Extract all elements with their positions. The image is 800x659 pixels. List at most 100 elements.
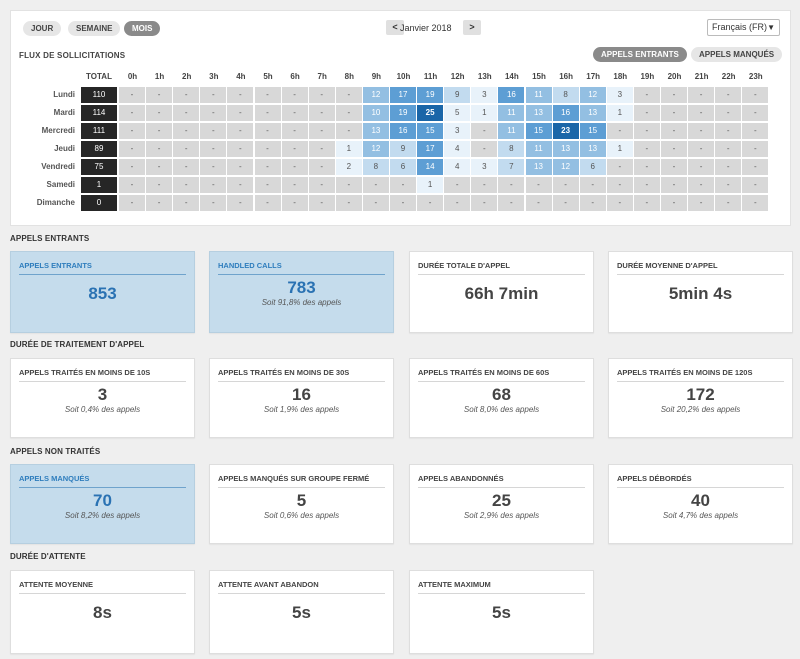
stat-card-title: APPELS TRAITÉS EN MOINS DE 60S — [418, 368, 585, 382]
heatmap-cell: 12 — [362, 87, 389, 103]
stat-card-title: ATTENTE AVANT ABANDON — [218, 580, 385, 594]
heatmap-cell: - — [742, 159, 769, 175]
hour-label: 17h — [586, 72, 601, 81]
toggle-appels-manques[interactable]: APPELS MANQUÉS — [691, 47, 783, 62]
hour-label: 19h — [640, 72, 655, 81]
heatmap-cell: - — [308, 87, 335, 103]
stat-card: APPELS TRAITÉS EN MOINS DE 30S 16 Soit 1,9… — [209, 358, 394, 438]
heatmap-cell: 8 — [552, 87, 579, 103]
stat-card: APPELS MANQUÉS SUR GROUPE FERMÉ 5 Soit 0,6… — [209, 464, 394, 544]
heatmap-cell: 12 — [552, 159, 579, 175]
hour-label: 4h — [236, 72, 246, 81]
heatmap-cell: - — [498, 177, 525, 193]
heatmap-cell: 13 — [362, 123, 389, 139]
heatmap-cell: - — [661, 177, 687, 193]
heatmap-cell: - — [661, 105, 687, 121]
heatmap-cell: - — [254, 87, 281, 103]
stat-card-value: 68 — [492, 385, 511, 404]
heatmap-cell: - — [146, 177, 173, 193]
stat-card-value: 5 — [296, 491, 307, 510]
stat-card-subtitle: Soit 4,7% des appels — [662, 511, 739, 520]
heatmap-cell: 11 — [498, 105, 525, 121]
tab-semaine[interactable]: SEMAINE — [68, 21, 121, 36]
stat-card: APPELS DÉBORDÉS 40 Soit 4,7% des appels — [608, 464, 793, 544]
stat-card: APPELS MANQUÉS 70 Soit 8,2% des appels — [10, 464, 195, 544]
stat-card-title: APPELS DÉBORDÉS — [617, 474, 784, 488]
heatmap-cell: - — [173, 141, 200, 157]
stat-card-value: 5s — [492, 603, 511, 622]
stat-card-title: APPELS TRAITÉS EN MOINS DE 10S — [19, 368, 186, 382]
hour-label: 2h — [182, 72, 192, 81]
heatmap-cell: - — [281, 87, 308, 103]
heatmap-cell: - — [227, 105, 254, 121]
stat-card-subtitle: Soit 0,6% des appels — [263, 511, 340, 520]
heatmap-cell: - — [308, 141, 335, 157]
heatmap-cell: 5 — [444, 105, 471, 121]
stat-card-subtitle: Soit 8,0% des appels — [463, 405, 540, 414]
stat-card: DURÉE TOTALE D'APPEL 66h 7min — [409, 251, 594, 333]
heatmap-cell: - — [525, 177, 552, 193]
prev-month-button[interactable]: < — [386, 20, 404, 35]
heatmap-cell: - — [281, 195, 308, 211]
heatmap-cell: - — [715, 177, 742, 193]
heatmap-cell: - — [227, 159, 254, 175]
heatmap-cell: - — [525, 195, 552, 211]
heatmap-cell: - — [688, 195, 715, 211]
stat-card-value: 5s — [292, 603, 311, 622]
heatmap-cell: - — [661, 123, 687, 139]
heatmap-cell: - — [552, 177, 579, 193]
heatmap-cell: - — [227, 123, 254, 139]
heatmap-cell: - — [119, 87, 145, 103]
heatmap-cell: - — [254, 123, 281, 139]
heatmap-cell: - — [146, 141, 173, 157]
stat-card: APPELS TRAITÉS EN MOINS DE 120S 172 Soit 2… — [608, 358, 793, 438]
heatmap-cell: 10 — [362, 105, 389, 121]
heatmap-cell: - — [335, 87, 362, 103]
heatmap-cell: - — [661, 87, 687, 103]
heatmap-cell: - — [498, 195, 525, 211]
heatmap-cell: - — [362, 177, 389, 193]
heatmap-cell: - — [173, 87, 200, 103]
stat-card: APPELS ENTRANTS 853 — [10, 251, 195, 333]
day-total: 114 — [81, 105, 117, 121]
heatmap-cell: - — [200, 141, 227, 157]
heatmap-cell: - — [715, 123, 742, 139]
heatmap-cell: 8 — [498, 141, 525, 157]
day-total: 75 — [81, 159, 117, 175]
heatmap-cell: - — [227, 177, 254, 193]
language-select[interactable]: Français (FR) ▼ — [707, 19, 780, 36]
stat-card-title: DURÉE MOYENNE D'APPEL — [617, 261, 784, 275]
heatmap-cell: 15 — [525, 123, 552, 139]
hour-label: 21h — [694, 72, 709, 81]
heatmap-cell: - — [173, 105, 200, 121]
stat-card-value: 783 — [287, 278, 316, 297]
hour-label: 5h — [263, 72, 273, 81]
heatmap-cell: - — [335, 177, 362, 193]
hour-label: 12h — [450, 72, 465, 81]
heatmap-cell: 15 — [417, 123, 444, 139]
toggle-appels-entrants[interactable]: APPELS ENTRANTS — [593, 47, 687, 62]
heatmap-cell: - — [119, 105, 145, 121]
heatmap-cell: - — [715, 141, 742, 157]
tab-mois[interactable]: MOIS — [124, 21, 161, 36]
heatmap-cell: - — [688, 123, 715, 139]
heatmap-cell: - — [254, 105, 281, 121]
heatmap-cell: - — [390, 177, 416, 193]
heatmap-cell: 13 — [579, 141, 606, 157]
heatmap-cell: 6 — [579, 159, 606, 175]
stat-card: ATTENTE MOYENNE 8s — [10, 570, 195, 654]
heatmap-cell: - — [227, 141, 254, 157]
heatmap-cell: 3 — [471, 87, 498, 103]
heatmap-cell: - — [308, 123, 335, 139]
heatmap-cell: - — [633, 105, 660, 121]
next-month-button[interactable]: > — [463, 20, 481, 35]
heatmap-cell: - — [444, 195, 471, 211]
day-label: Dimanche — [36, 198, 75, 207]
heatmap-cell: - — [119, 141, 145, 157]
tab-jour[interactable]: JOUR — [23, 21, 62, 36]
stat-card-title: APPELS ABANDONNÉS — [418, 474, 585, 488]
heatmap-cell: 1 — [471, 105, 498, 121]
heatmap-cell: - — [173, 123, 200, 139]
hour-label: 3h — [209, 72, 219, 81]
stat-card: ATTENTE MAXIMUM 5s — [409, 570, 594, 654]
